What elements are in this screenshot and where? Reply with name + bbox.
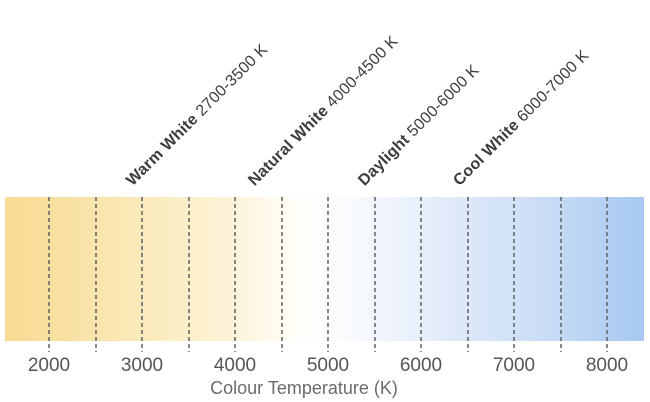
range-name: Warm White xyxy=(123,107,205,190)
range-kelvin: 5000-6000 K xyxy=(404,61,483,141)
gridline-7000 xyxy=(513,197,515,352)
gridline-6000 xyxy=(420,197,422,352)
gridline-4500 xyxy=(280,197,283,352)
tick-label-4000: 4000 xyxy=(213,355,257,376)
tick-label-8000: 8000 xyxy=(585,355,629,376)
gridline-3000 xyxy=(141,197,143,352)
gridline-2500 xyxy=(94,197,97,352)
range-label-warm-white: Warm White 2700-3500 K xyxy=(123,41,272,190)
gridline-3500 xyxy=(187,197,190,352)
gridline-7500 xyxy=(559,197,562,352)
gridline-5000 xyxy=(327,197,329,352)
range-kelvin: 6000-7000 K xyxy=(514,47,593,126)
gridline-5500 xyxy=(373,197,376,352)
tick-label-5000: 5000 xyxy=(306,355,350,376)
range-name: Daylight xyxy=(355,128,417,190)
gridline-8000 xyxy=(606,197,608,352)
tick-label-2000: 2000 xyxy=(27,355,71,376)
range-name: Cool White xyxy=(450,113,527,190)
gridline-6500 xyxy=(466,197,469,352)
tick-label-7000: 7000 xyxy=(492,355,536,376)
tick-label-6000: 6000 xyxy=(399,355,443,376)
range-kelvin: 4000-4500 K xyxy=(323,32,402,112)
gridline-2000 xyxy=(48,197,50,352)
axis-title: Colour Temperature (K) xyxy=(210,378,398,398)
range-name: Natural White xyxy=(245,99,336,190)
colour-gradient-bar xyxy=(5,197,644,341)
range-kelvin: 2700-3500 K xyxy=(192,41,272,120)
tick-label-3000: 3000 xyxy=(120,355,164,376)
gridline-4000 xyxy=(234,197,236,352)
